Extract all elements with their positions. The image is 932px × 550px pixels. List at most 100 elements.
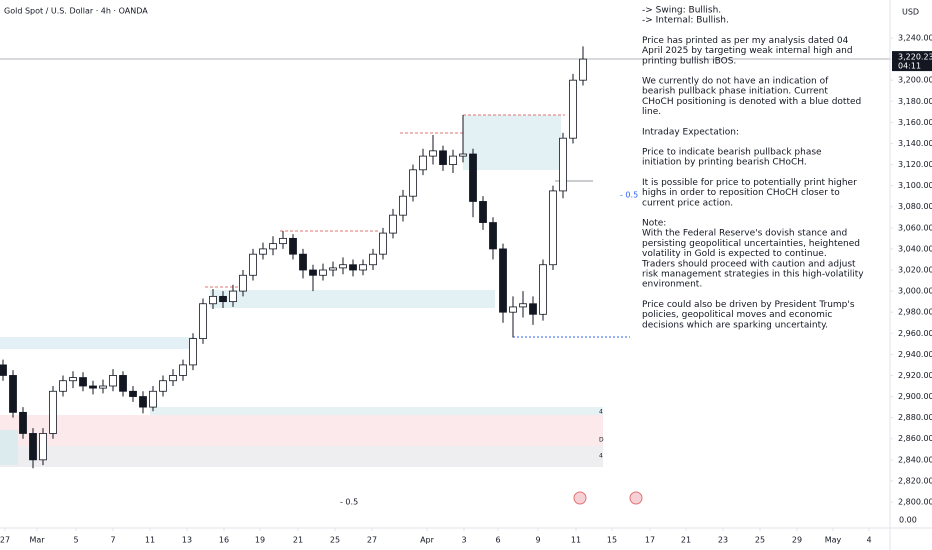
candle-body xyxy=(529,303,537,315)
annotation-line: decisions which are sparking uncertainty… xyxy=(642,320,828,330)
candle-body xyxy=(489,222,497,250)
y-tick-label: 2,880.00 xyxy=(898,413,932,422)
annotation-line: environment. xyxy=(642,280,702,290)
y-tick-label: 2,920.00 xyxy=(898,371,932,380)
candle-body xyxy=(119,375,127,392)
candle-body xyxy=(39,433,47,461)
candle-body xyxy=(69,377,77,382)
candle-body xyxy=(299,253,307,271)
y-tick-label: 3,200.00 xyxy=(898,76,932,85)
annotation-line: -> Internal: Bullish. xyxy=(642,16,729,26)
y-tick-label: 3,180.00 xyxy=(898,97,932,106)
y-tick-label: 3,140.00 xyxy=(898,139,932,148)
x-tick-label: 6 xyxy=(495,536,500,545)
x-tick-label: Apr xyxy=(420,536,435,545)
x-tick-label: 4 xyxy=(866,536,871,545)
candle-body xyxy=(339,264,347,269)
chart-title: Gold Spot / U.S. Dollar · 4h · OANDA xyxy=(4,7,148,16)
annotation-line: highs in order to reposition CHoCH close… xyxy=(642,188,840,198)
candle-body xyxy=(399,195,407,216)
y-tick-label: 3,120.00 xyxy=(898,160,932,169)
x-tick-label: 9 xyxy=(535,536,540,545)
candle-body xyxy=(539,264,547,315)
x-tick-label: 29 xyxy=(792,536,802,545)
y-tick-label: 3,060.00 xyxy=(898,223,932,232)
x-tick-label: 7 xyxy=(110,536,115,545)
pane-label: 0.00 xyxy=(899,516,917,525)
candle-body xyxy=(239,274,247,292)
annotation-line: Note: xyxy=(642,219,666,229)
candle-body xyxy=(509,306,517,313)
y-tick-label: 2,940.00 xyxy=(898,350,932,359)
candle-body xyxy=(249,253,257,276)
x-tick-label: 25 xyxy=(330,536,340,545)
annotation-line: Price to indicate bearish pullback phase xyxy=(642,148,822,158)
annotation-line: It is possible for price to potentially … xyxy=(642,178,857,188)
candle-body xyxy=(279,237,287,245)
annotation-line: Price has printed as per my analysis dat… xyxy=(642,36,849,46)
countdown: 04:11 xyxy=(898,62,921,71)
candle-body xyxy=(9,375,17,413)
candle-body xyxy=(319,269,327,276)
annotation-line: With the Federal Reserve's dovish stance… xyxy=(642,229,847,239)
fib-label: - 0.5 xyxy=(340,498,358,507)
x-tick-label: 17 xyxy=(645,536,655,545)
zone-label: 4 xyxy=(599,409,603,416)
candle-body xyxy=(429,150,437,157)
zone-label: D xyxy=(599,437,604,444)
x-tick-label: 15 xyxy=(607,536,617,545)
candle-body xyxy=(199,303,207,339)
y-tick-label: 2,860.00 xyxy=(898,434,932,443)
x-tick-label: Mar xyxy=(29,536,45,545)
candle-body xyxy=(449,155,457,165)
candle-body xyxy=(229,290,237,303)
y-tick-label: 2,840.00 xyxy=(898,455,932,464)
candle-body xyxy=(259,248,267,255)
candle-body xyxy=(329,267,337,271)
candle-body xyxy=(499,248,507,313)
zone xyxy=(0,415,603,446)
candle-body xyxy=(209,295,217,305)
annotation-line: line. xyxy=(642,107,661,117)
candle-body xyxy=(459,153,467,157)
event-icon[interactable] xyxy=(573,491,587,505)
candle-body xyxy=(379,232,387,255)
candle-body xyxy=(99,385,107,389)
candle-body xyxy=(269,243,277,250)
candle-body xyxy=(49,390,57,434)
y-tick-label: 2,960.00 xyxy=(898,329,932,338)
candle-body xyxy=(139,396,147,408)
zone-label: 4 xyxy=(599,453,603,460)
candle-body xyxy=(79,377,87,387)
candle-body xyxy=(189,338,197,366)
y-tick-label: 3,040.00 xyxy=(898,244,932,253)
annotation-line: current price action. xyxy=(642,198,733,208)
annotation-line: We currently do not have an indication o… xyxy=(642,77,829,87)
candle-body xyxy=(389,214,397,234)
candle-body xyxy=(0,364,7,376)
candle-body xyxy=(519,303,527,308)
price-label-bg xyxy=(892,51,932,72)
y-tick-label: 3,080.00 xyxy=(898,202,932,211)
candle-body xyxy=(19,411,27,434)
candle-body xyxy=(409,169,417,197)
annotation-line: initiation by printing bearish CHoCH. xyxy=(642,158,807,168)
event-icon[interactable] xyxy=(629,491,643,505)
x-tick-label: 11 xyxy=(145,536,155,545)
annotation-line: risk management strategies in this high-… xyxy=(642,270,864,280)
x-tick-label: 11 xyxy=(571,536,581,545)
x-tick-label: 23 xyxy=(718,536,728,545)
y-tick-label: 2,820.00 xyxy=(898,476,932,485)
candle-body xyxy=(569,79,577,139)
candle-body xyxy=(469,153,477,202)
zone xyxy=(210,290,495,308)
annotation-line: -> Swing: Bullish. xyxy=(642,6,721,16)
x-tick-label: 19 xyxy=(255,536,265,545)
y-tick-label: 2,800.00 xyxy=(898,498,932,507)
candle-body xyxy=(109,375,117,387)
annotation-line: bearish pullback phase initiation. Curre… xyxy=(642,87,828,97)
y-tick-label: 3,240.00 xyxy=(898,34,932,43)
x-tick-label: 21 xyxy=(681,536,691,545)
candle-body xyxy=(559,137,567,192)
